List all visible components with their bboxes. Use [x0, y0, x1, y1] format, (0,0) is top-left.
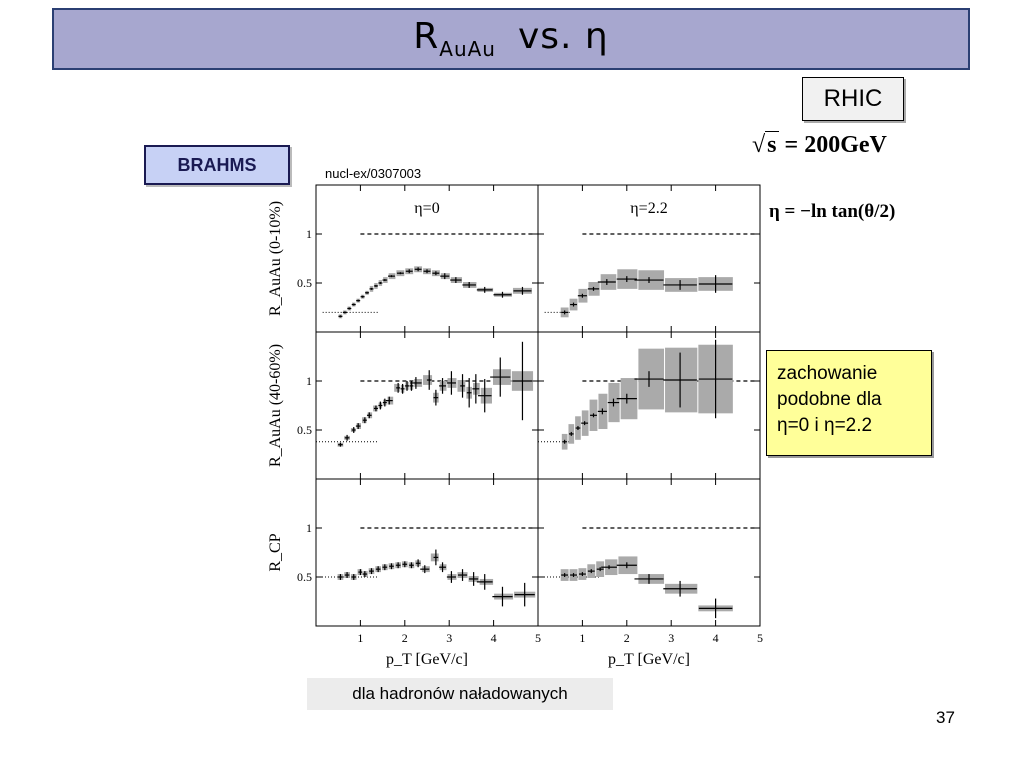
energy-variable: s — [765, 131, 779, 158]
x-tick-label: 1 — [357, 631, 363, 645]
x-tick-label: 5 — [757, 631, 763, 645]
column-title: η=2.2 — [630, 200, 667, 217]
x-tick-label: 3 — [446, 631, 452, 645]
note-line-1: zachowanie — [777, 363, 878, 384]
x-axis-label: p_T [GeV/c] — [608, 651, 690, 668]
radical-sign: √ — [752, 132, 766, 158]
y-axis-label: R_CP — [267, 533, 284, 571]
y-tick-label: 1 — [306, 227, 312, 241]
note-line-3: η=0 i η=2.2 — [777, 415, 873, 436]
title-bar: RAuAu vs. η — [52, 8, 970, 70]
x-axis-label: p_T [GeV/c] — [386, 651, 468, 668]
multi-panel-chart: 0.5 1 0.5 1 0.5 1 η=0 η=2.2 1 2 3 4 5 p_T [GeV/c] 1 2 3 4… — [267, 184, 763, 668]
y-axis-label: R_AuAu (0-10%) — [267, 201, 284, 316]
eta-definition: η = −ln tan(θ/2) — [769, 201, 896, 222]
y-tick-label: 1 — [306, 374, 312, 388]
title-rest: vs. η — [517, 16, 609, 58]
y-tick-label: 0.5 — [297, 276, 312, 290]
x-tick-label: 2 — [624, 631, 630, 645]
y-axis-label: R_AuAu (40-60%) — [267, 344, 284, 467]
rhic-label: RHIC — [823, 85, 883, 112]
note-line-2: podobne dla — [777, 389, 882, 410]
title-subscript: AuAu — [439, 37, 496, 62]
energy-value: = 200GeV — [778, 132, 887, 158]
y-tick-label: 0.5 — [297, 423, 312, 437]
x-tick-label: 4 — [491, 631, 497, 645]
slide-title: RAuAu vs. η — [413, 16, 609, 61]
brahms-box: BRAHMS — [144, 145, 290, 185]
x-tick-label: 1 — [579, 631, 585, 645]
note-box: zachowanie podobne dla η=0 i η=2.2 — [766, 350, 932, 456]
column-title: η=0 — [414, 200, 439, 217]
x-tick-label: 4 — [713, 631, 719, 645]
caption-box: dla hadronów naładowanych — [307, 678, 613, 710]
x-tick-label: 3 — [668, 631, 674, 645]
source-reference: nucl-ex/0307003 — [325, 166, 422, 181]
energy-label: √s = 200GeV — [752, 131, 887, 159]
rhic-box: RHIC — [802, 77, 904, 121]
title-main: R — [413, 16, 440, 58]
page-number: 37 — [936, 708, 955, 727]
brahms-label: BRAHMS — [177, 154, 257, 175]
y-tick-label: 1 — [306, 521, 312, 535]
y-tick-label: 0.5 — [297, 570, 312, 584]
x-tick-label: 2 — [402, 631, 408, 645]
caption-text: dla hadronów naładowanych — [352, 684, 568, 703]
x-tick-label: 5 — [535, 631, 541, 645]
